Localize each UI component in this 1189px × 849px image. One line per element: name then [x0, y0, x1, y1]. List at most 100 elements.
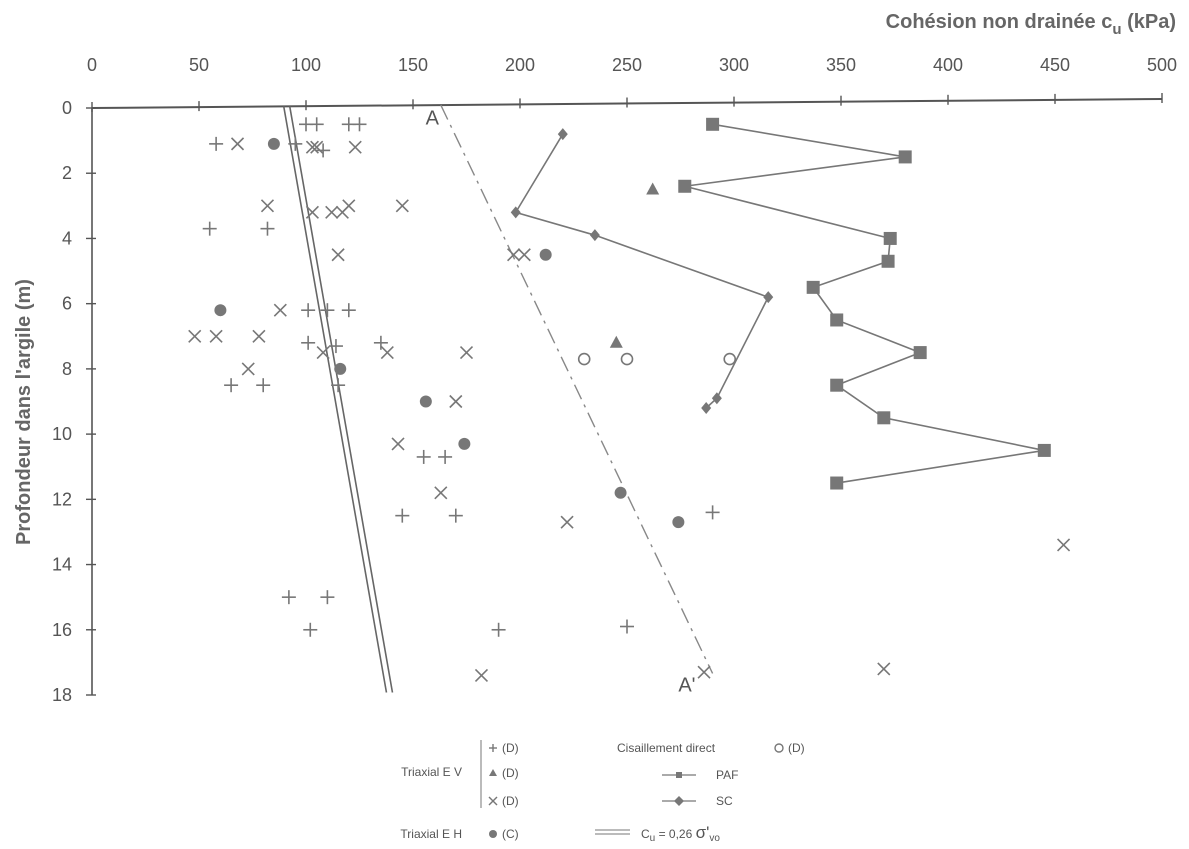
tev_plus-point-20 — [395, 508, 410, 523]
tev_x-point-20 — [459, 346, 474, 360]
x-tick-label-7: 350 — [826, 55, 856, 75]
tev_plus-point-9 — [301, 303, 316, 318]
legend-open-circle-label: (D) — [788, 741, 805, 755]
teh_c-point-2 — [334, 362, 347, 375]
x-tick-label-4: 200 — [505, 55, 535, 75]
tev_plus-point-18 — [416, 449, 431, 464]
legend-open-circle-marker — [774, 743, 784, 753]
paf-point-3 — [883, 231, 897, 245]
tev_plus-point-19 — [438, 449, 453, 464]
tev_x-point-23 — [434, 486, 448, 500]
legend-triaxial-ev: Triaxial E V — [401, 765, 462, 779]
x-tick-label-6: 300 — [719, 55, 749, 75]
tev_plus-point-13 — [373, 335, 388, 350]
x-tick-label-10: 500 — [1147, 55, 1177, 75]
tev_x-point-6 — [325, 205, 339, 219]
y-tick-label-3: 6 — [62, 294, 72, 314]
data-marks — [188, 117, 1071, 682]
sc-point-4 — [711, 392, 722, 405]
teh_c-point-7 — [672, 516, 685, 529]
cd_d-point-0 — [577, 352, 591, 366]
x-tick-label-0: 0 — [87, 55, 97, 75]
x-tick-label-2: 100 — [291, 55, 321, 75]
legend-triaxial-eh: Triaxial E H — [400, 827, 462, 841]
tev_tri-point-1 — [609, 335, 623, 348]
legend-circle-label: (C) — [502, 827, 519, 841]
y-tick-label-1: 2 — [62, 163, 72, 183]
tev_x-point-1 — [305, 140, 319, 154]
tev_plus-point-15 — [224, 378, 239, 393]
tev_x-point-14 — [209, 329, 223, 343]
x-tick-label-9: 450 — [1040, 55, 1070, 75]
y-tick-label-5: 10 — [52, 424, 72, 444]
tev_x-point-0 — [230, 137, 245, 151]
x-axis-title-unit: (kPa) — [1127, 11, 1176, 33]
axes — [91, 98, 1163, 695]
tev_plus-point-1 — [309, 117, 324, 132]
paf-line — [684, 123, 1045, 484]
tev_x-point-27 — [697, 665, 711, 679]
tev_plus-point-6 — [316, 143, 331, 158]
legend-x-label: (D) — [502, 794, 519, 808]
legend-paf-label: PAF — [716, 768, 738, 782]
paf-point-10 — [1037, 443, 1051, 457]
tev_x-point-10 — [331, 248, 345, 262]
legend-sc-marker — [674, 796, 684, 806]
legend-cu-equation: Cu = 0,26 σ'vo — [641, 823, 720, 844]
legend-circle-marker — [489, 830, 497, 838]
tev_x-point-3 — [348, 140, 362, 154]
sc-point-2 — [589, 229, 600, 242]
tev_x-point-8 — [342, 199, 356, 213]
cd_d-point-2 — [723, 352, 737, 366]
tev_plus-point-7 — [202, 221, 217, 236]
teh_c-point-3 — [419, 395, 432, 408]
tev_plus-point-21 — [448, 508, 463, 523]
legend-paf-marker — [676, 772, 682, 778]
teh_c-point-4 — [458, 437, 471, 450]
cu_line-a — [282, 106, 388, 693]
x-tick-label-1: 50 — [189, 55, 209, 75]
x-tick-label-8: 400 — [933, 55, 963, 75]
tev_x-point-5 — [305, 205, 319, 219]
tev_plus-point-27 — [620, 619, 634, 634]
teh_c-point-6 — [614, 486, 627, 499]
sc-point-3 — [763, 291, 774, 304]
tev_plus-point-10 — [320, 303, 335, 318]
tev_plus-point-12 — [301, 335, 316, 350]
cu_line-b — [288, 106, 394, 693]
y-axis-title: Profondeur dans l'argile (m) — [13, 279, 35, 545]
y-tick-label-9: 18 — [52, 685, 72, 705]
tev_plus-point-11 — [341, 303, 356, 318]
x-ticks: 0 50 100 150 200 250 300 350 400 450 500 — [87, 55, 1177, 112]
paf-point-7 — [913, 346, 927, 360]
x-axis-title: Cohésion non drainée cu (kPa) — [886, 11, 1176, 38]
y-tick-label-8: 16 — [52, 620, 72, 640]
paf-point-9 — [877, 411, 891, 425]
tev_plus-point-5 — [288, 136, 303, 151]
tev_x-point-12 — [517, 248, 531, 262]
tev_plus-point-4 — [209, 136, 224, 151]
paf-point-2 — [678, 179, 692, 193]
annotation-a_prime: A' — [678, 675, 695, 697]
reference-lines — [282, 104, 714, 693]
paf-point-8 — [830, 378, 844, 392]
paf-point-4 — [881, 254, 895, 268]
annotation-a: A — [426, 107, 440, 129]
tev_plus-point-25 — [303, 622, 318, 637]
legend-plus-marker — [489, 744, 497, 752]
tev_x-point-28 — [877, 662, 891, 676]
sc-point-1 — [510, 206, 521, 219]
aa_line — [440, 104, 714, 674]
tev_plus-point-17 — [331, 378, 346, 393]
legend-triangle-label: (D) — [502, 766, 519, 780]
tev_x-point-24 — [560, 515, 574, 529]
tev_x-point-21 — [449, 394, 463, 409]
tev_plus-point-23 — [281, 590, 296, 605]
tev_x-point-26 — [474, 668, 489, 682]
sc-line — [514, 133, 770, 409]
y-tick-label-4: 8 — [62, 359, 72, 379]
sc-point-5 — [701, 402, 712, 415]
sc-point-0 — [557, 128, 568, 141]
x-tick-label-3: 150 — [398, 55, 428, 75]
